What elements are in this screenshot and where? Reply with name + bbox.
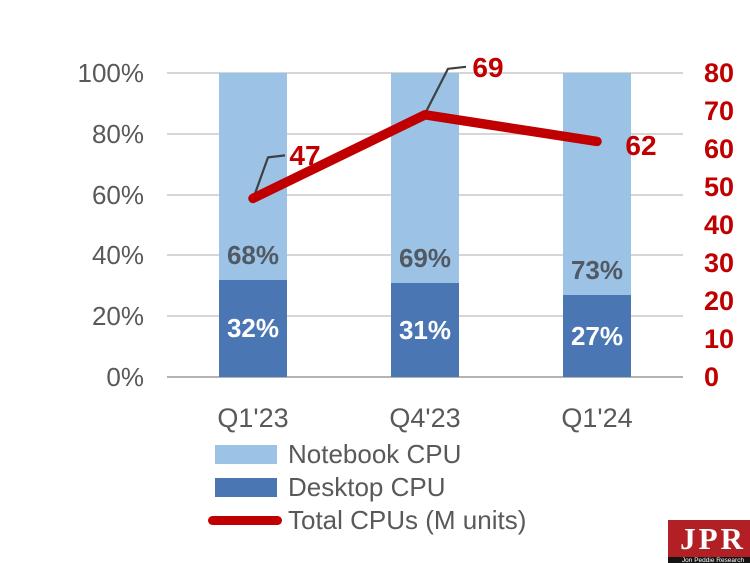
left-axis-tick: 20% (91, 301, 144, 332)
right-axis-tick: 60 (704, 134, 735, 164)
legend-label: Notebook CPU (288, 439, 462, 469)
left-axis-tick: 80% (91, 118, 144, 149)
gridline (167, 376, 683, 378)
jpr-logo-strip: Jon Peddie Research (668, 557, 750, 563)
bar-desktop-2 (563, 294, 631, 377)
legend-label: Desktop CPU (288, 472, 446, 502)
bar-label-desktop-0: 32% (226, 313, 280, 344)
bar-notebook-1 (391, 73, 459, 283)
bar-label-desktop-2: 27% (570, 320, 624, 351)
line-data-label-1: 69 (472, 51, 504, 83)
line-data-label-0: 47 (289, 140, 321, 172)
bar-label-desktop-1: 31% (398, 314, 452, 345)
left-axis-tick: 60% (91, 179, 144, 210)
total-cpus-line (248, 110, 602, 204)
right-axis-tick: 20 (704, 286, 735, 316)
left-axis-tick: 0% (106, 362, 144, 392)
left-axis-tick: 100% (77, 58, 145, 88)
bar-notebook-2 (563, 73, 631, 295)
x-axis-label-0: Q1'23 (217, 403, 289, 433)
bar-notebook-0 (219, 73, 287, 280)
right-axis-tick: 10 (704, 324, 735, 354)
right-axis-tick: 50 (704, 172, 735, 202)
jpr-logo: JPR Jon Peddie Research (668, 520, 750, 563)
right-axis-tick: 0 (704, 362, 720, 392)
leader-line-1 (425, 65, 467, 113)
bar-label-notebook-2: 73% (570, 254, 624, 285)
right-axis-tick: 30 (704, 248, 735, 278)
bar-desktop-0 (219, 279, 287, 377)
leader-line-0 (252, 154, 286, 197)
left-axis-tick: 40% (91, 240, 144, 271)
notebook-swatch-icon (215, 445, 277, 464)
right-axis-tick: 40 (704, 210, 735, 240)
right-axis-tick: 80 (704, 58, 735, 88)
x-axis-label-1: Q4'23 (389, 403, 461, 433)
legend-label: Total CPUs (M units) (288, 505, 527, 535)
x-axis-label-2: Q1'24 (561, 403, 633, 433)
bar-label-notebook-1: 69% (398, 242, 452, 273)
line-data-label-2: 62 (625, 130, 657, 162)
jpr-logo-red-box: JPR (668, 520, 750, 557)
jpr-logo-text: JPR (680, 521, 746, 556)
bar-desktop-1 (391, 282, 459, 377)
jpr-logo-subtext: Jon Peddie Research (681, 557, 745, 563)
bar-label-notebook-0: 68% (226, 239, 280, 270)
total-line-swatch-icon (208, 516, 282, 525)
desktop-swatch-icon (215, 478, 277, 497)
right-axis-tick: 70 (704, 96, 735, 126)
